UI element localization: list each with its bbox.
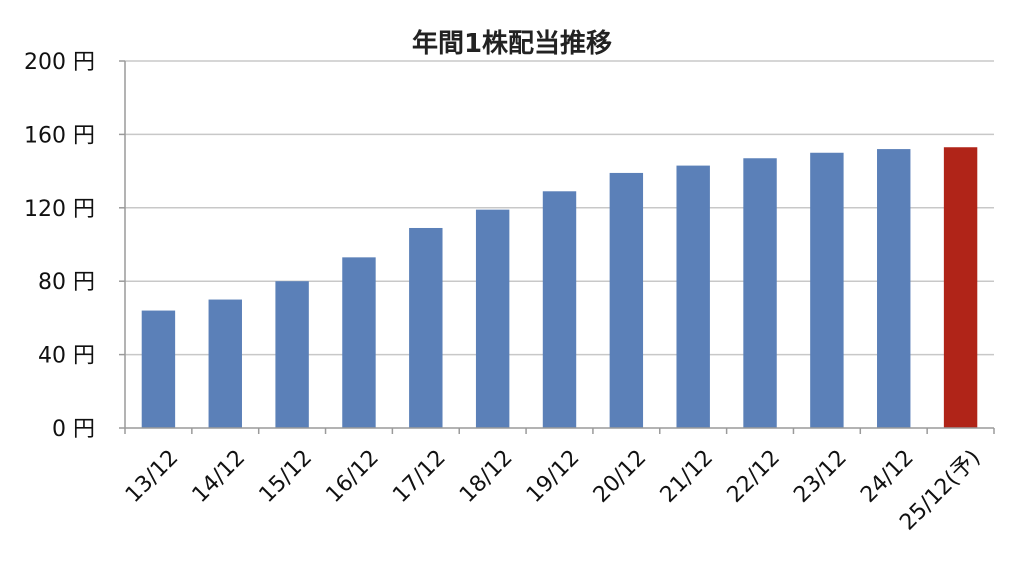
y-tick-label: 120 円 — [24, 197, 95, 222]
x-tick-label: 14/12 — [188, 445, 251, 508]
bar — [609, 172, 644, 428]
x-tick-label: 22/12 — [723, 445, 786, 508]
bar — [877, 149, 911, 428]
x-tick-label: 17/12 — [388, 445, 451, 508]
y-tick-label: 200 円 — [24, 50, 95, 75]
y-tick-label: 0 円 — [52, 417, 95, 442]
y-tick-label: 40 円 — [38, 344, 95, 369]
chart-title: 年間1株配当推移 — [412, 28, 612, 59]
bar — [810, 152, 844, 428]
x-tick-label: 24/12 — [856, 445, 919, 508]
bar — [542, 191, 577, 428]
bars — [141, 147, 978, 428]
x-tick-label: 16/12 — [321, 445, 384, 508]
bar — [475, 209, 510, 428]
x-tick-label: 20/12 — [589, 445, 652, 508]
bar — [342, 257, 376, 428]
x-tick-label: 19/12 — [522, 445, 585, 508]
x-tick-label: 13/12 — [121, 445, 184, 508]
bar — [208, 299, 242, 428]
x-tick-label: 15/12 — [255, 445, 318, 508]
y-tick-label: 160 円 — [24, 123, 95, 148]
bar-forecast — [943, 147, 978, 428]
x-tick-label: 18/12 — [455, 445, 518, 508]
bar — [743, 158, 777, 428]
x-tick-label: 23/12 — [789, 445, 852, 508]
bar — [141, 310, 176, 428]
x-tick-label: 21/12 — [656, 445, 719, 508]
y-tick-label: 80 円 — [38, 270, 95, 295]
y-axis-ticks: 0 円 40 円 80 円 120 円 160 円 200 円 — [24, 50, 95, 442]
bar — [275, 281, 309, 428]
bar — [676, 165, 710, 428]
axes — [119, 60, 995, 434]
x-axis-ticks: 13/12 14/12 15/12 16/12 17/12 18/12 19/12 20/12… — [121, 445, 986, 535]
bar — [409, 227, 443, 428]
